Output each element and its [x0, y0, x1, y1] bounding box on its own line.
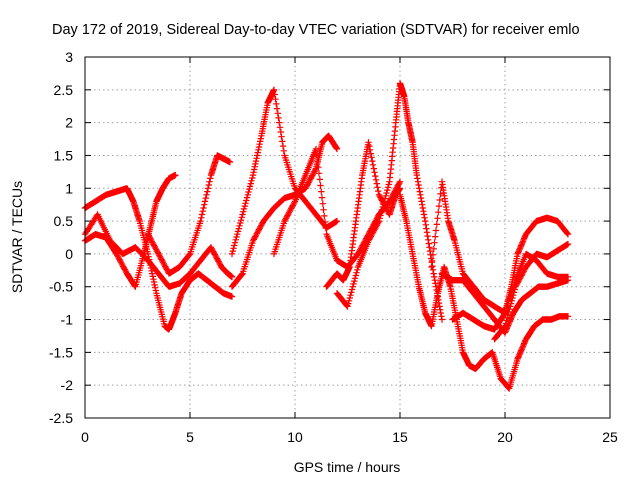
data-series [81, 80, 572, 392]
y-tick-label: -2 [61, 377, 74, 393]
y-tick-label: 2 [65, 115, 73, 131]
series-track-4 [144, 152, 234, 277]
grid [85, 57, 610, 418]
y-tick-label: -1 [61, 312, 74, 328]
y-axis-label: SDTVAR / TECUs [9, 181, 25, 293]
series-markers [81, 185, 236, 333]
series-track-9 [333, 80, 446, 323]
plot-frame [84, 56, 611, 419]
series-track-5 [228, 86, 341, 258]
series-track-8 [323, 139, 404, 290]
y-tick-label: -1.5 [49, 344, 73, 360]
series-track-13 [449, 214, 572, 333]
series-markers [333, 80, 446, 323]
x-tick-label: 0 [81, 429, 89, 445]
series-markers [449, 214, 572, 333]
x-tick-label: 15 [392, 429, 408, 445]
y-tick-label: 0 [65, 246, 73, 262]
y-tick-label: 1 [65, 180, 73, 196]
x-tick-label: 20 [497, 429, 513, 445]
y-tick-label: -2.5 [49, 410, 73, 426]
chart-title: Day 172 of 2019, Sidereal Day-to-day VTE… [52, 22, 580, 38]
x-tick-label: 5 [186, 429, 194, 445]
y-tick-label: 1.5 [54, 147, 74, 163]
x-axis-label: GPS time / hours [294, 459, 401, 475]
series-markers [323, 139, 404, 290]
x-tick-label: 10 [287, 429, 303, 445]
x-tick-label: 25 [602, 429, 618, 445]
series-markers [491, 240, 572, 343]
y-tick-label: 0.5 [54, 213, 74, 229]
series-markers [144, 152, 234, 277]
y-tick-label: 3 [65, 49, 73, 65]
series-track-14 [491, 240, 572, 343]
axis-ticks: -2.5 -2 -1.5 -1 -0.5 0 0.5 1 1.5 2 2.5 3 0 5 10 15 20 25 [49, 49, 618, 445]
y-tick-label: 2.5 [54, 82, 74, 98]
y-tick-label: -0.5 [49, 279, 73, 295]
series-track-1 [81, 185, 236, 333]
series-markers [228, 86, 341, 258]
